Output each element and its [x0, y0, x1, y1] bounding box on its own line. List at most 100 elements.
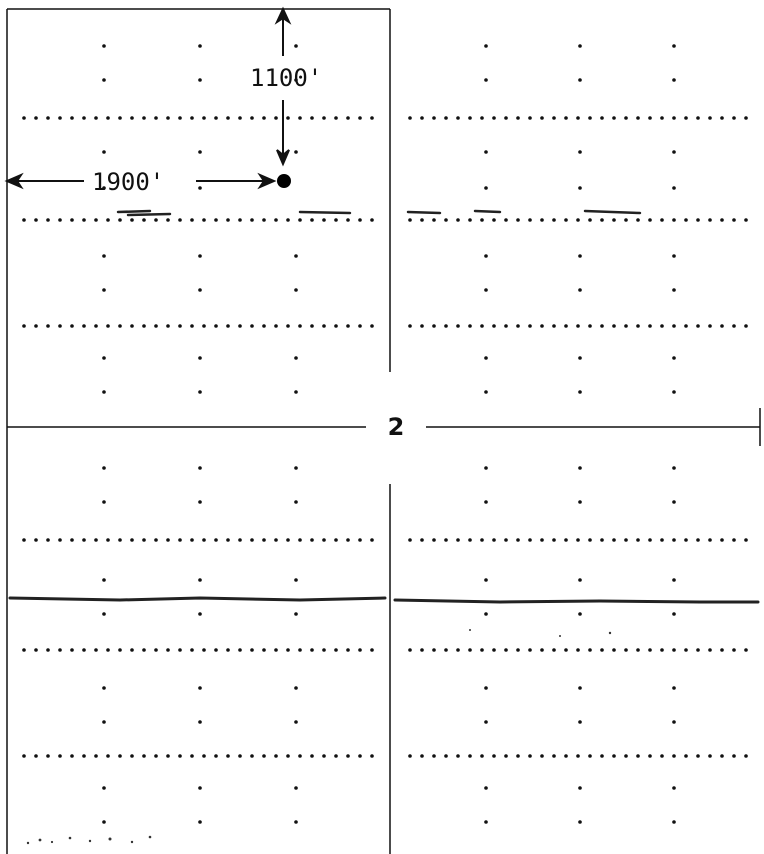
grid-dot	[484, 356, 488, 360]
section-boundary	[6, 8, 390, 854]
grid-dot	[102, 466, 106, 470]
grid-dot	[484, 186, 488, 190]
grid-dot	[552, 648, 556, 652]
grid-dot	[552, 116, 556, 120]
grid-dot	[294, 500, 298, 504]
grid-dot	[102, 786, 106, 790]
grid-dot	[732, 116, 736, 120]
grid-dot	[322, 538, 326, 542]
grid-dot	[102, 356, 106, 360]
grid-dot	[118, 218, 122, 222]
grid-dot	[214, 116, 218, 120]
grid-dot	[484, 612, 488, 616]
grid-dot	[432, 754, 436, 758]
grid-dot	[552, 324, 556, 328]
grid-dot	[492, 218, 496, 222]
grid-dot	[708, 116, 712, 120]
grid-dot	[106, 324, 110, 328]
grid-dot	[154, 116, 158, 120]
grid-dot	[106, 116, 110, 120]
grid-dot	[600, 648, 604, 652]
grid-dot	[444, 648, 448, 652]
grid-dot	[578, 150, 582, 154]
grid-dot	[294, 254, 298, 258]
grid-dot	[420, 218, 424, 222]
grid-dot	[34, 218, 38, 222]
grid-dot	[648, 218, 652, 222]
grid-dot	[70, 116, 74, 120]
grid-dot	[696, 324, 700, 328]
grid-dot	[744, 538, 748, 542]
grid-dot	[636, 754, 640, 758]
grid-dot	[238, 538, 242, 542]
grid-dot	[684, 218, 688, 222]
grid-dot	[432, 116, 436, 120]
grid-dot	[58, 538, 62, 542]
grid-dot	[298, 648, 302, 652]
grid-dot	[696, 754, 700, 758]
grid-dot	[94, 538, 98, 542]
grid-dot	[358, 538, 362, 542]
grid-dot	[46, 754, 50, 758]
grid-dot	[540, 754, 544, 758]
grid-dot	[648, 116, 652, 120]
grid-dot	[516, 324, 520, 328]
grid-dot	[660, 538, 664, 542]
grid-dot	[82, 218, 86, 222]
distance-from-north-label: 1100'	[250, 64, 322, 92]
grid-dot	[238, 116, 242, 120]
grid-dot	[708, 648, 712, 652]
grid-dot	[484, 578, 488, 582]
grid-dot	[178, 218, 182, 222]
grid-dot	[346, 648, 350, 652]
grid-dot	[130, 754, 134, 758]
grid-dot	[58, 754, 62, 758]
grid-dot	[178, 648, 182, 652]
grid-dot	[82, 648, 86, 652]
grid-dot	[504, 538, 508, 542]
grid-dot	[552, 218, 556, 222]
grid-dot	[250, 538, 254, 542]
grid-dot	[504, 648, 508, 652]
grid-dot	[672, 538, 676, 542]
grid-dot	[198, 288, 202, 292]
grid-dot	[202, 538, 206, 542]
grid-dot	[294, 786, 298, 790]
grid-dot	[102, 686, 106, 690]
grid-dot	[294, 686, 298, 690]
grid-dot	[310, 218, 314, 222]
grid-dot	[370, 648, 374, 652]
grid-dot	[82, 754, 86, 758]
grid-dot	[492, 324, 496, 328]
grid-dot	[22, 116, 26, 120]
grid-dot	[576, 218, 580, 222]
grid-dot	[370, 116, 374, 120]
grid-dot	[672, 466, 676, 470]
grid-dot	[106, 754, 110, 758]
grid-dot	[516, 754, 520, 758]
grid-dot	[238, 754, 242, 758]
grid-dot	[198, 78, 202, 82]
grid-dot	[720, 754, 724, 758]
grid-dot	[684, 116, 688, 120]
grid-dot	[588, 648, 592, 652]
grid-dot	[480, 538, 484, 542]
grid-dot	[214, 754, 218, 758]
grid-dot	[250, 648, 254, 652]
distance-from-west-label: 1900'	[92, 168, 164, 196]
grid-dot	[420, 538, 424, 542]
grid-dot	[720, 324, 724, 328]
grid-dot	[672, 186, 676, 190]
grid-dot	[298, 116, 302, 120]
grid-dot	[294, 720, 298, 724]
grid-dot	[274, 116, 278, 120]
grid-dot	[696, 648, 700, 652]
grid-dot	[612, 648, 616, 652]
grid-dot	[214, 648, 218, 652]
grid-dot	[528, 538, 532, 542]
grid-dot	[274, 754, 278, 758]
grid-dot	[286, 218, 290, 222]
grid-dot	[660, 116, 664, 120]
grid-dot	[226, 648, 230, 652]
grid-dot	[484, 254, 488, 258]
